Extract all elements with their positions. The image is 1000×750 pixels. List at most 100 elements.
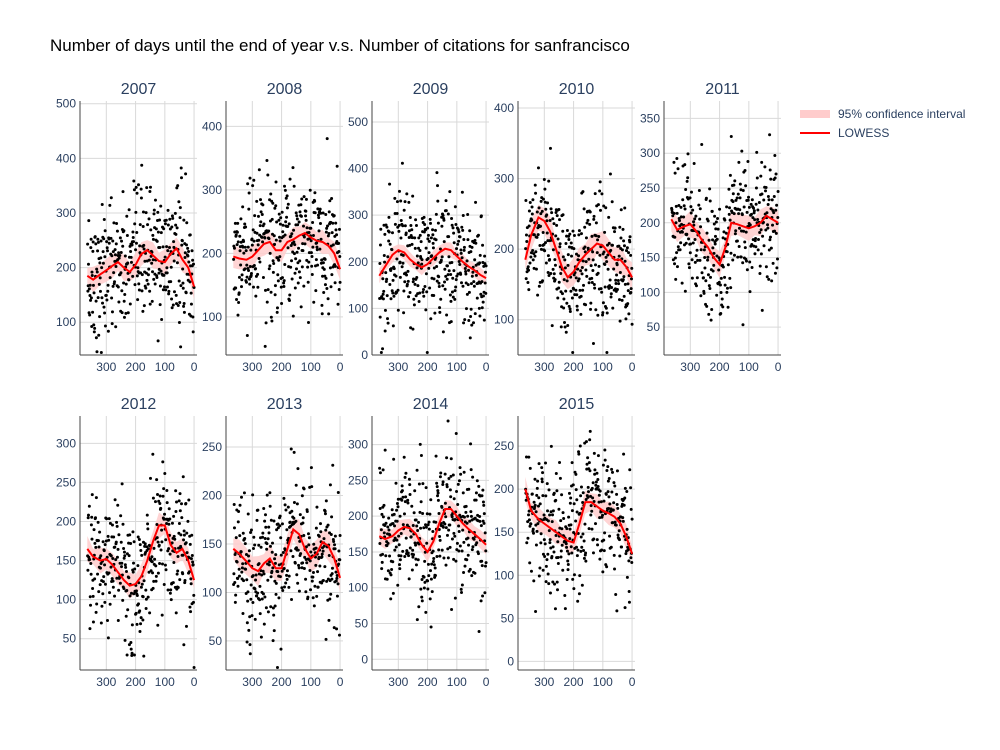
data-point xyxy=(292,450,296,454)
data-point xyxy=(594,522,598,526)
data-point xyxy=(167,292,171,296)
data-point xyxy=(297,270,301,274)
data-point xyxy=(191,258,195,262)
data-point xyxy=(451,295,455,299)
data-point xyxy=(318,221,322,225)
data-point xyxy=(276,570,280,574)
data-point xyxy=(271,541,275,545)
data-point xyxy=(538,244,542,248)
data-point xyxy=(102,575,106,579)
data-point xyxy=(734,229,738,233)
data-point xyxy=(321,579,325,583)
x-tick-label: 300 xyxy=(534,675,554,689)
data-point xyxy=(623,486,627,490)
data-point xyxy=(273,557,277,561)
data-point xyxy=(170,541,174,545)
data-point xyxy=(396,505,400,509)
data-point xyxy=(480,306,484,310)
data-point xyxy=(552,222,556,226)
data-point xyxy=(237,291,241,295)
panel-title-2013: 2013 xyxy=(267,396,303,413)
data-point xyxy=(249,583,253,587)
data-point xyxy=(302,533,306,537)
data-point xyxy=(401,224,405,228)
data-point xyxy=(171,581,175,585)
data-point xyxy=(463,318,467,322)
data-point xyxy=(258,612,262,616)
data-point xyxy=(89,603,93,607)
data-point xyxy=(318,522,322,526)
data-point xyxy=(433,311,437,315)
data-point xyxy=(540,466,544,470)
data-point xyxy=(483,564,487,568)
data-point xyxy=(124,614,128,618)
data-point xyxy=(129,641,133,645)
data-point xyxy=(630,560,634,564)
data-point xyxy=(334,221,338,225)
data-point xyxy=(532,531,535,535)
data-point xyxy=(115,229,119,233)
data-point xyxy=(326,523,330,527)
data-point xyxy=(293,286,297,290)
data-point xyxy=(380,560,384,564)
data-point xyxy=(612,501,616,505)
data-point xyxy=(391,291,395,295)
data-point xyxy=(320,555,324,559)
data-point xyxy=(311,575,315,579)
data-point xyxy=(280,276,284,280)
data-point xyxy=(384,271,388,275)
data-point xyxy=(178,509,182,513)
data-point xyxy=(444,199,448,203)
data-point xyxy=(117,533,121,537)
data-point xyxy=(269,518,273,522)
data-point xyxy=(292,252,296,256)
data-point xyxy=(413,236,417,240)
data-point xyxy=(317,229,321,233)
data-point xyxy=(178,301,182,304)
data-point xyxy=(412,303,416,307)
data-point xyxy=(166,588,170,592)
data-point xyxy=(101,540,105,544)
data-point xyxy=(388,182,392,186)
data-point xyxy=(160,540,164,544)
data-point xyxy=(435,555,439,559)
data-point xyxy=(378,542,382,546)
data-point xyxy=(177,279,181,283)
data-point xyxy=(101,580,105,584)
data-point xyxy=(473,516,477,520)
data-point xyxy=(556,555,560,559)
data-point xyxy=(481,243,485,247)
data-point xyxy=(536,504,540,508)
data-point xyxy=(326,297,330,301)
data-point xyxy=(555,580,559,584)
data-point xyxy=(548,591,552,595)
data-point xyxy=(405,273,409,277)
data-point xyxy=(330,273,334,277)
data-point xyxy=(406,498,410,502)
data-point xyxy=(688,196,692,200)
data-point xyxy=(92,291,96,295)
data-point xyxy=(162,273,166,277)
data-point xyxy=(474,491,478,495)
data-point xyxy=(468,567,472,571)
data-point xyxy=(565,545,569,549)
data-point xyxy=(408,483,412,487)
data-point xyxy=(179,284,183,288)
data-point xyxy=(538,502,542,506)
data-point xyxy=(613,567,617,571)
data-point xyxy=(261,535,265,539)
data-point xyxy=(604,206,608,210)
data-point xyxy=(146,522,150,526)
data-point xyxy=(482,512,486,516)
data-point xyxy=(621,516,625,520)
data-point xyxy=(247,207,251,211)
data-point xyxy=(153,557,157,561)
data-point xyxy=(602,549,606,553)
data-point xyxy=(337,227,341,231)
data-point xyxy=(327,210,331,214)
data-point xyxy=(560,292,564,296)
data-point xyxy=(398,558,402,562)
data-point xyxy=(608,534,612,538)
data-point xyxy=(160,613,164,617)
